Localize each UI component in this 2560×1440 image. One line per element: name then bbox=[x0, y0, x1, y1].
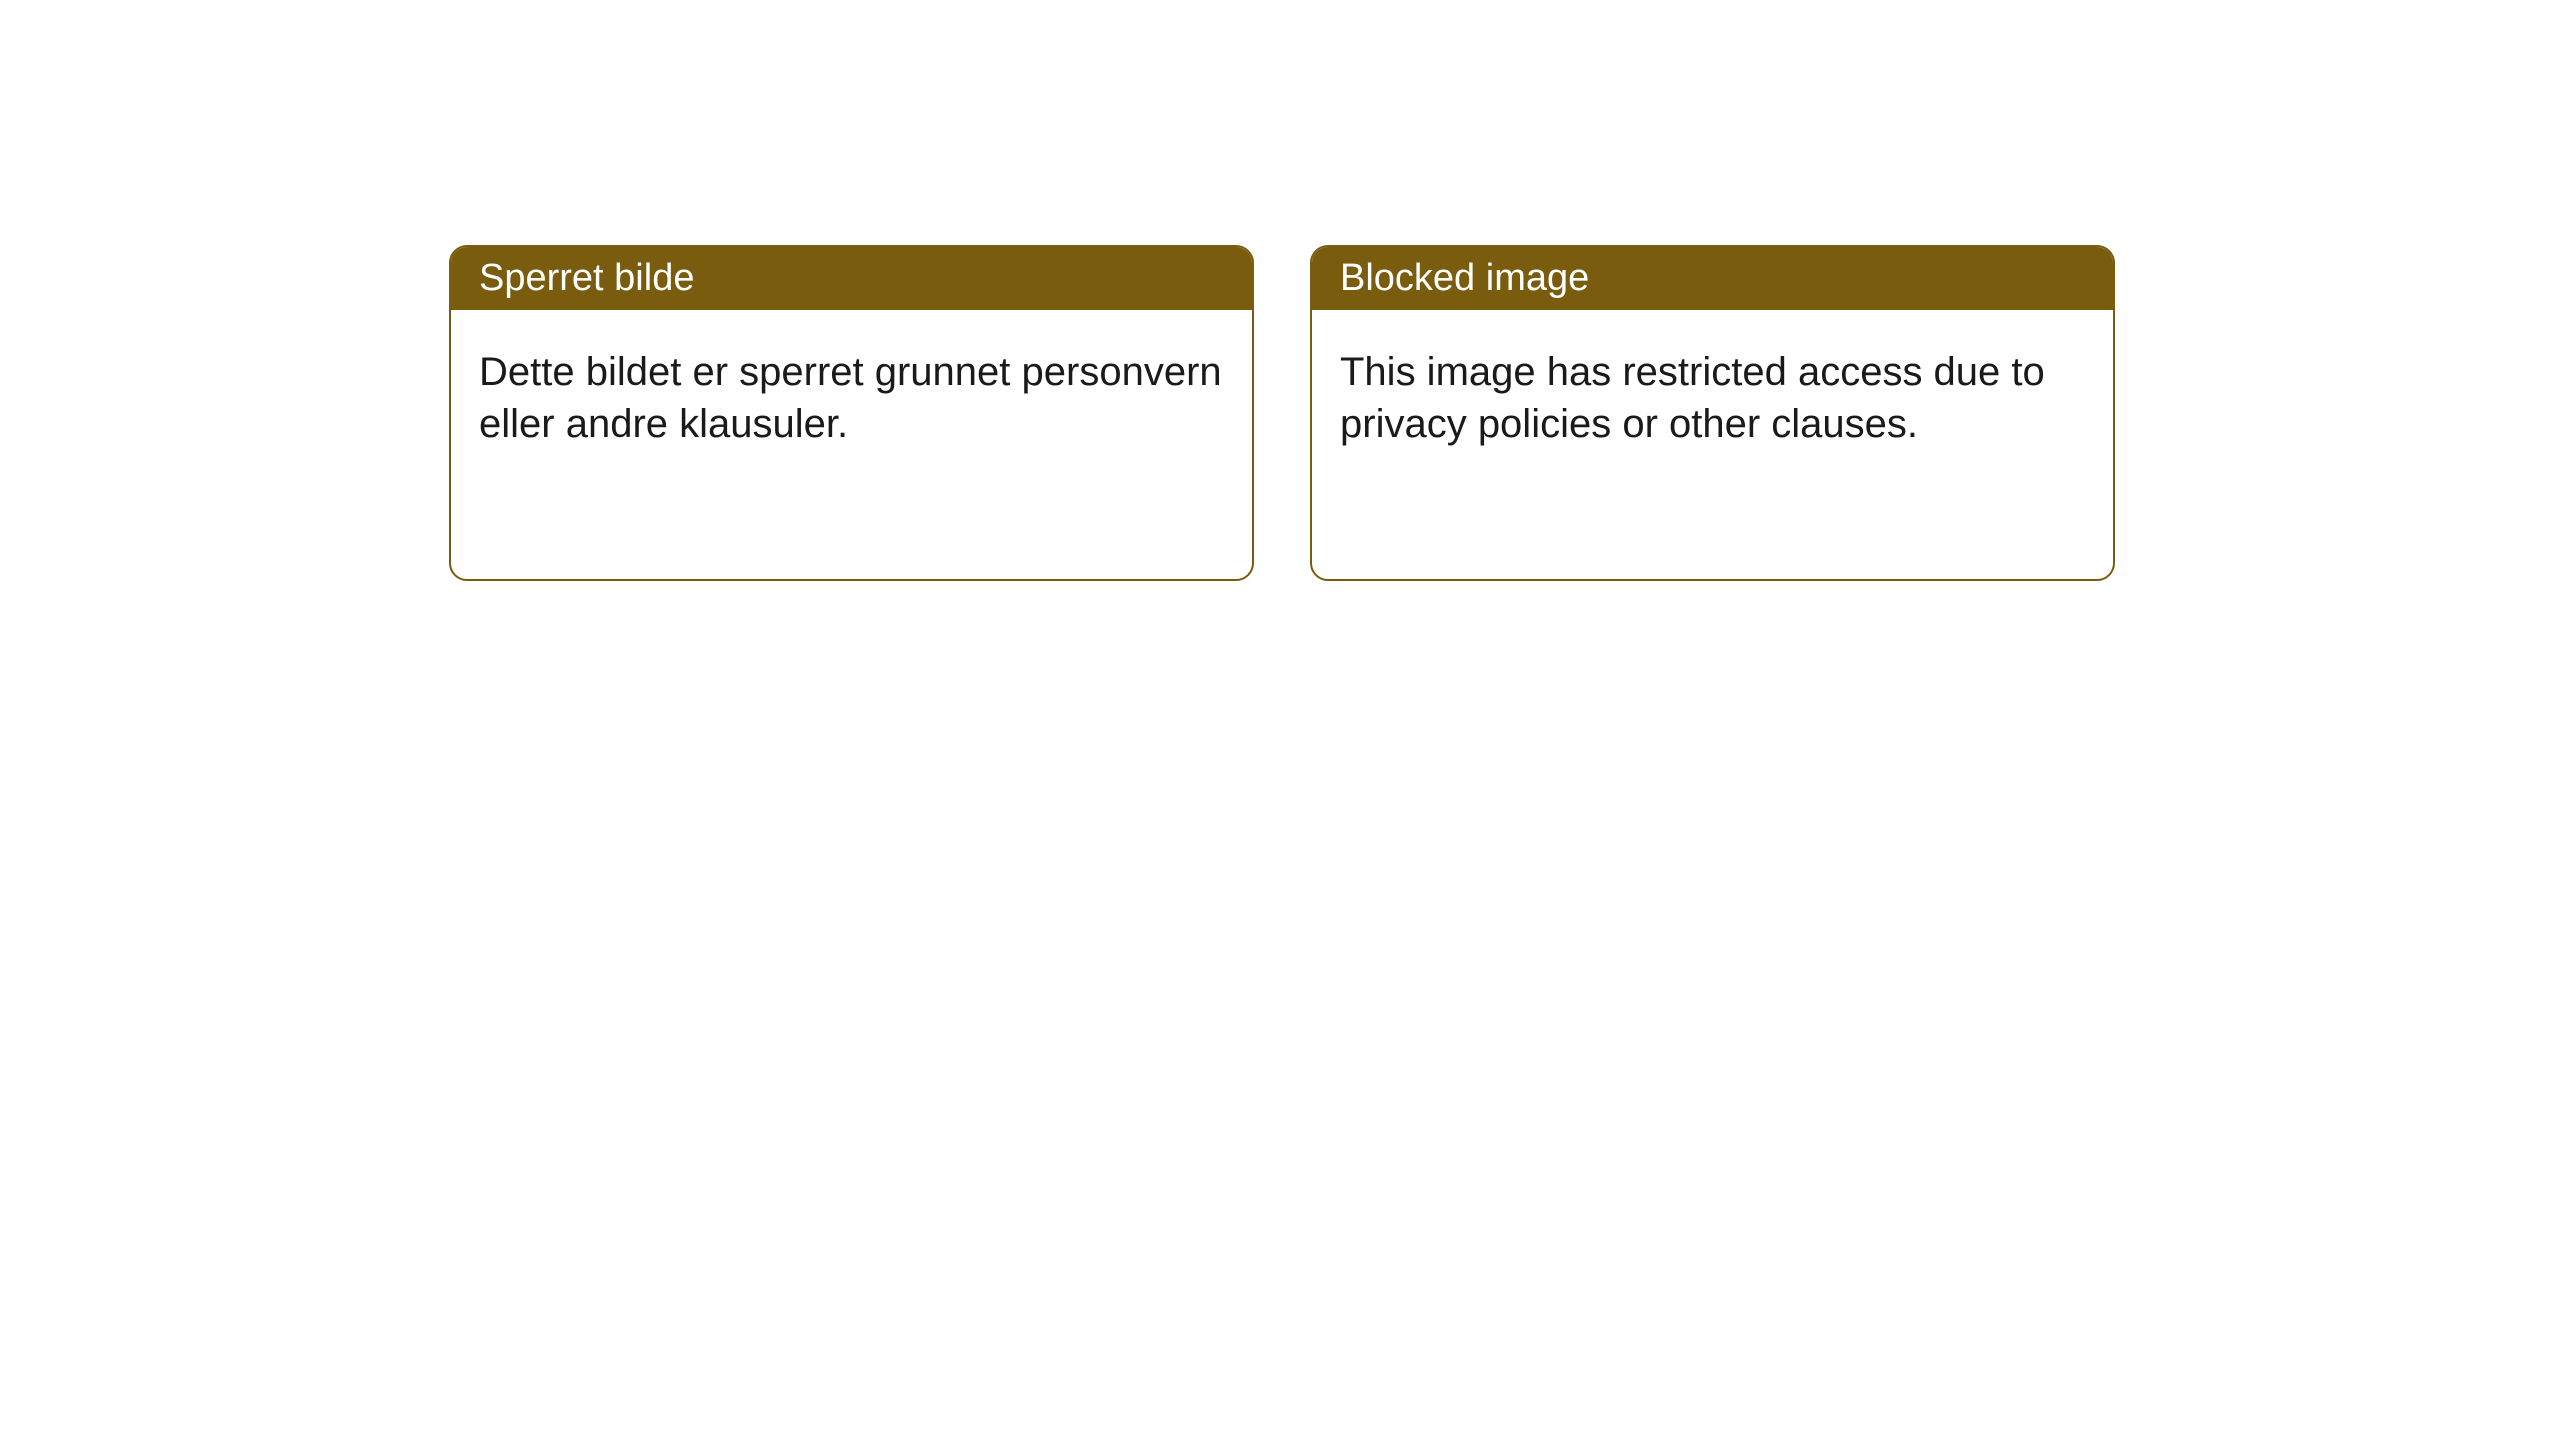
card-title: Sperret bilde bbox=[479, 257, 694, 299]
card-header: Blocked image bbox=[1312, 247, 2113, 310]
cards-container: Sperret bilde Dette bildet er sperret gr… bbox=[0, 0, 2560, 581]
card-body-text: This image has restricted access due to … bbox=[1340, 350, 2045, 446]
card-body-text: Dette bildet er sperret grunnet personve… bbox=[479, 350, 1222, 446]
card-body: Dette bildet er sperret grunnet personve… bbox=[451, 310, 1252, 486]
blocked-image-card-en: Blocked image This image has restricted … bbox=[1310, 245, 2115, 581]
blocked-image-card-no: Sperret bilde Dette bildet er sperret gr… bbox=[449, 245, 1254, 581]
card-title: Blocked image bbox=[1340, 257, 1589, 299]
card-header: Sperret bilde bbox=[451, 247, 1252, 310]
card-body: This image has restricted access due to … bbox=[1312, 310, 2113, 486]
